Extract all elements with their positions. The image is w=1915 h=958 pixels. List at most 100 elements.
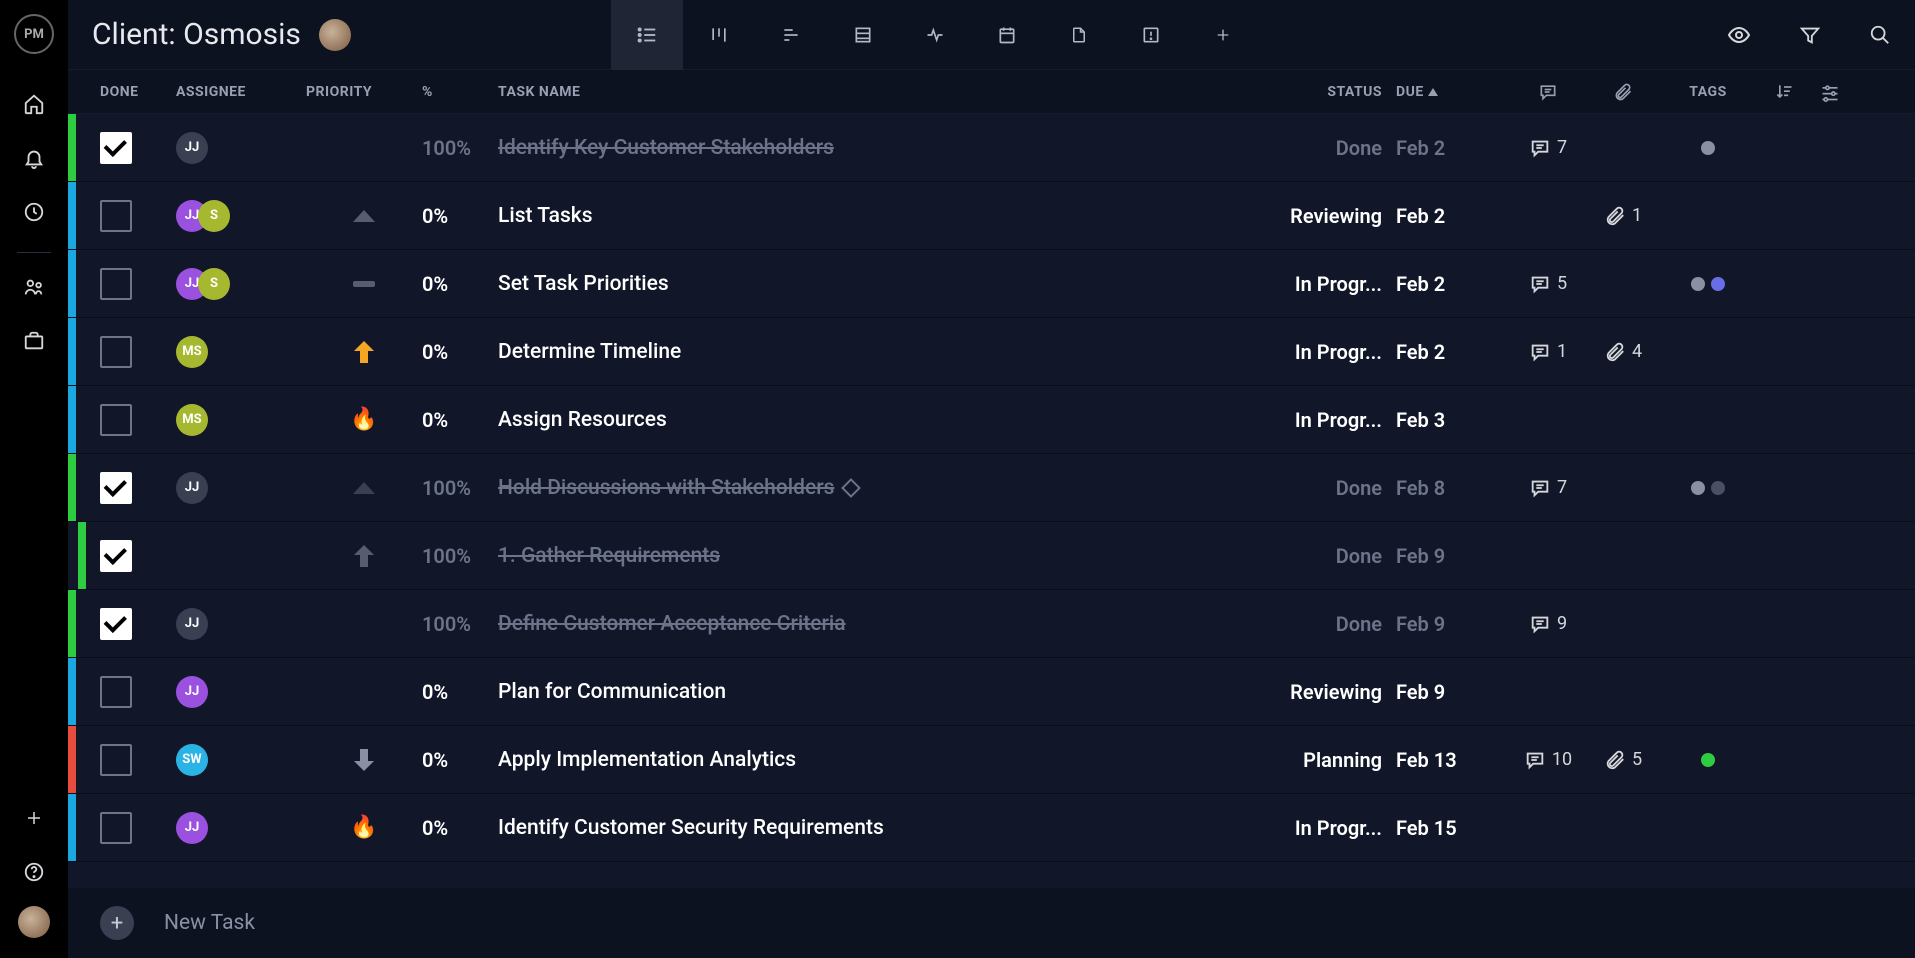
view-list-icon[interactable] [611, 0, 683, 70]
task-name[interactable]: Plan for Communication [498, 680, 726, 704]
due-date[interactable]: Feb 9 [1396, 544, 1508, 568]
priority-icon[interactable] [354, 545, 374, 567]
due-date[interactable]: Feb 2 [1396, 136, 1508, 160]
view-file-icon[interactable] [1043, 0, 1115, 70]
priority-icon[interactable]: 🔥 [350, 815, 377, 840]
status-value[interactable]: In Progr... [1286, 408, 1396, 432]
help-icon[interactable] [14, 852, 54, 892]
tag-dot[interactable] [1691, 481, 1705, 495]
col-name[interactable]: TASK NAME [498, 84, 1286, 100]
status-value[interactable]: Done [1286, 136, 1396, 160]
status-value[interactable]: In Progr... [1286, 272, 1396, 296]
tag-dot[interactable] [1711, 481, 1725, 495]
task-row[interactable]: JJ100%Hold Discussions with Stakeholders… [68, 454, 1915, 522]
tag-dot[interactable] [1691, 277, 1705, 291]
priority-icon[interactable] [354, 749, 374, 771]
col-sort-icon[interactable] [1758, 82, 1810, 102]
col-priority[interactable]: PRIORITY [306, 84, 422, 100]
due-date[interactable]: Feb 13 [1396, 748, 1508, 772]
view-sheet-icon[interactable] [827, 0, 899, 70]
task-name[interactable]: Identify Key Customer Stakeholders [498, 136, 834, 160]
assignee-avatar[interactable]: JJ [176, 472, 208, 504]
task-row[interactable]: JJ0%Plan for CommunicationReviewingFeb 9 [68, 658, 1915, 726]
task-name[interactable]: Apply Implementation Analytics [498, 748, 796, 772]
due-date[interactable]: Feb 15 [1396, 816, 1508, 840]
view-calendar-icon[interactable] [971, 0, 1043, 70]
due-date[interactable]: Feb 3 [1396, 408, 1508, 432]
done-checkbox[interactable] [100, 812, 132, 844]
task-row[interactable]: JJS0%List TasksReviewingFeb 21 [68, 182, 1915, 250]
task-name[interactable]: Identify Customer Security Requirements [498, 816, 884, 840]
status-value[interactable]: Done [1286, 476, 1396, 500]
col-assignee[interactable]: ASSIGNEE [176, 84, 306, 100]
priority-icon[interactable] [353, 482, 375, 494]
done-checkbox[interactable] [100, 676, 132, 708]
task-row[interactable]: MS🔥0%Assign ResourcesIn Progr...Feb 3 [68, 386, 1915, 454]
view-board-icon[interactable] [683, 0, 755, 70]
done-checkbox[interactable] [100, 268, 132, 300]
col-status[interactable]: STATUS [1286, 84, 1396, 100]
status-value[interactable]: Done [1286, 544, 1396, 568]
view-add-icon[interactable] [1187, 0, 1259, 70]
tag-dot[interactable] [1701, 753, 1715, 767]
priority-icon[interactable]: 🔥 [350, 407, 377, 432]
filter-icon[interactable] [1799, 24, 1821, 46]
assignee-stack[interactable]: JJ [176, 608, 208, 640]
assignee-avatar[interactable]: MS [176, 336, 208, 368]
done-checkbox[interactable] [100, 336, 132, 368]
task-name[interactable]: Define Customer Acceptance Criteria [498, 612, 846, 636]
assignee-stack[interactable]: JJ [176, 472, 208, 504]
comment-icon[interactable] [1529, 273, 1551, 295]
status-value[interactable]: Reviewing [1286, 204, 1396, 228]
due-date[interactable]: Feb 2 [1396, 204, 1508, 228]
task-name[interactable]: Determine Timeline [498, 340, 681, 364]
assignee-stack[interactable]: JJS [176, 200, 230, 232]
done-checkbox[interactable] [100, 472, 132, 504]
task-name[interactable]: 1. Gather Requirements [498, 544, 720, 568]
done-checkbox[interactable] [100, 404, 132, 436]
col-comments-icon[interactable] [1508, 82, 1588, 102]
done-checkbox[interactable] [100, 132, 132, 164]
attachment-icon[interactable] [1604, 341, 1626, 363]
col-attachments-icon[interactable] [1588, 82, 1658, 102]
assignee-avatar[interactable]: JJ [176, 812, 208, 844]
col-done[interactable]: DONE [100, 84, 176, 100]
task-row[interactable]: 100%1. Gather RequirementsDoneFeb 9 [68, 522, 1915, 590]
view-gantt-icon[interactable] [755, 0, 827, 70]
assignee-avatar[interactable]: S [198, 268, 230, 300]
status-value[interactable]: Reviewing [1286, 680, 1396, 704]
add-task-button[interactable]: + [100, 906, 134, 940]
task-row[interactable]: JJ100%Identify Key Customer Stakeholders… [68, 114, 1915, 182]
watch-icon[interactable] [1727, 23, 1751, 47]
add-icon[interactable] [14, 798, 54, 838]
assignee-stack[interactable]: MS [176, 336, 208, 368]
comment-icon[interactable] [1529, 341, 1551, 363]
assignee-stack[interactable]: SW [176, 744, 208, 776]
assignee-avatar[interactable]: MS [176, 404, 208, 436]
notifications-icon[interactable] [14, 138, 54, 178]
assignee-stack[interactable]: JJ [176, 812, 208, 844]
task-name[interactable]: Set Task Priorities [498, 272, 669, 296]
assignee-avatar[interactable]: JJ [176, 608, 208, 640]
assignee-avatar[interactable]: JJ [176, 132, 208, 164]
home-icon[interactable] [14, 84, 54, 124]
attachment-icon[interactable] [1604, 749, 1626, 771]
assignee-avatar[interactable]: JJ [176, 676, 208, 708]
app-logo[interactable]: PM [14, 14, 54, 54]
status-value[interactable]: In Progr... [1286, 340, 1396, 364]
portfolio-icon[interactable] [14, 321, 54, 361]
attachment-icon[interactable] [1604, 205, 1626, 227]
task-name[interactable]: Hold Discussions with Stakeholders [498, 476, 834, 500]
due-date[interactable]: Feb 9 [1396, 680, 1508, 704]
col-settings-icon[interactable] [1810, 82, 1850, 102]
priority-icon[interactable] [353, 210, 375, 222]
view-activity-icon[interactable] [899, 0, 971, 70]
col-due[interactable]: DUE [1396, 84, 1508, 100]
done-checkbox[interactable] [100, 540, 132, 572]
comment-icon[interactable] [1524, 749, 1546, 771]
tag-dot[interactable] [1701, 141, 1715, 155]
col-tags[interactable]: TAGS [1658, 84, 1758, 100]
col-pct[interactable]: % [422, 84, 498, 100]
assignee-stack[interactable]: JJ [176, 132, 208, 164]
priority-icon[interactable] [354, 341, 374, 363]
